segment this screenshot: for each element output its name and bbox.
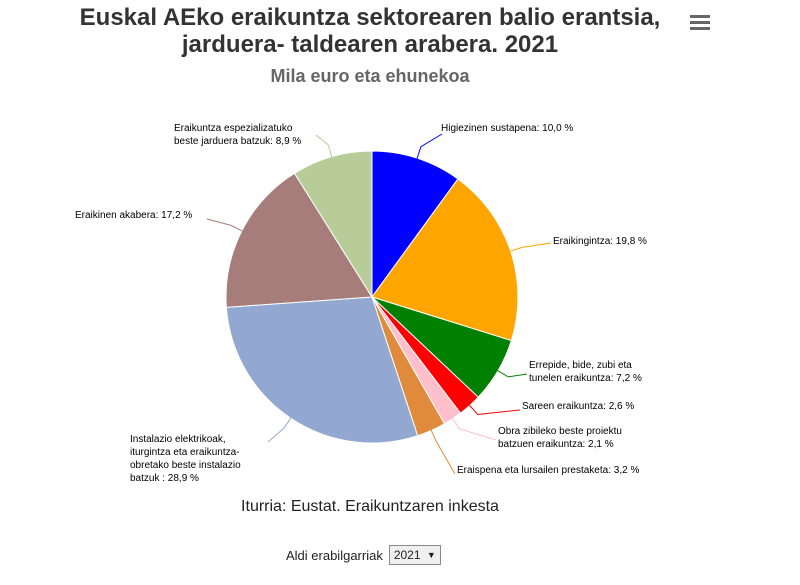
caret-down-icon: ▼ (426, 550, 436, 560)
hamburger-menu-icon[interactable] (688, 12, 712, 34)
slice-label-5: Obra zibileko beste proiektu batzuen erai… (498, 426, 622, 450)
slice-connector-7 (267, 416, 293, 443)
slice-connector-8 (206, 218, 244, 233)
slice-connector-3 (496, 369, 528, 378)
slice-label-7: Instalazio elektrikoak, iturgintza eta er… (130, 434, 241, 484)
slice-connector-6 (430, 428, 456, 475)
slice-label-6: Eraispena eta lursailen prestaketa: 3,2 … (457, 465, 639, 476)
chart-title: Euskal AEko eraikuntza sektorearen balio… (40, 4, 700, 58)
source-note: Iturria: Eustat. Eraikuntzaren inkesta (241, 498, 499, 515)
slice-connector-4 (467, 403, 521, 416)
slice-label-3: Errepide, bide, zubi eta tunelen eraikunt… (529, 360, 642, 384)
chart-subtitle: Mila euro eta ehunekoa (270, 66, 470, 86)
year-select[interactable]: 2021 ▼ (388, 545, 441, 565)
slice-connector-1 (416, 133, 443, 161)
slice-connector-2 (508, 242, 552, 253)
chart-title-line-1: Euskal AEko eraikuntza sektorearen balio… (79, 4, 661, 31)
slice-connector-9 (315, 134, 333, 159)
year-select-value: 2021 (393, 548, 421, 562)
year-selector-row: Aldi erabilgarriak 2021 ▼ (286, 544, 441, 566)
slice-label-9: Eraikuntza espezializatuko beste jarduera… (174, 123, 301, 147)
slice-label-8: Eraikinen akabera: 17,2 % (75, 210, 192, 221)
slice-label-1: Higiezinen sustapena: 10,0 % (441, 123, 573, 134)
slice-connector-5 (451, 416, 497, 441)
chart-title-line-2: jarduera- taldearen arabera. 2021 (181, 31, 559, 58)
slice-label-2: Eraikingintza: 19,8 % (553, 236, 647, 247)
slice-label-4: Sareen eraikuntza: 2,6 % (522, 401, 634, 412)
year-selector-label: Aldi erabilgarriak (286, 547, 383, 563)
